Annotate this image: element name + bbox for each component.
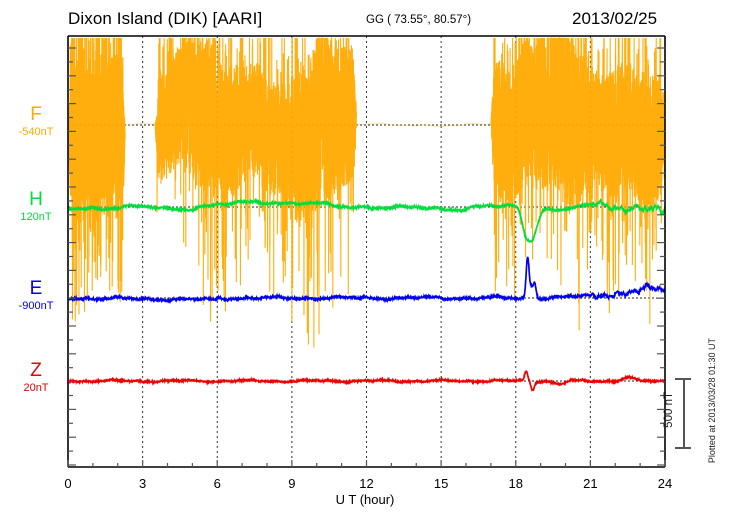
component-baseline-value: 20nT: [23, 382, 49, 394]
x-axis-ticks: [67, 460, 666, 467]
y-axis-ticks: [68, 47, 665, 466]
x-tick-label: 3: [139, 476, 147, 491]
component-baseline-value: -900nT: [18, 300, 54, 312]
scale-bar: [683, 378, 685, 448]
trace-F: [68, 37, 665, 348]
component-label-F: F -540nT: [6, 105, 66, 139]
x-tick-label: 21: [583, 476, 598, 491]
trace-Z: [68, 370, 665, 392]
x-tick-label: 24: [657, 476, 673, 491]
x-tick-label: 0: [64, 476, 72, 491]
x-tick-label: 15: [433, 476, 449, 491]
trace-E: [68, 256, 665, 304]
component-symbol: H: [29, 189, 43, 210]
component-label-H: H 120nT: [6, 190, 66, 224]
plotted-timestamp: Plotted at 2013/03/28 01:30 UT: [707, 338, 717, 464]
x-tick-label: 18: [508, 476, 523, 491]
geographic-coordinates: GG ( 73.55°, 80.57°): [366, 14, 472, 26]
component-label-E: E -900nT: [6, 279, 66, 313]
scale-bar-label: 500 nT: [663, 392, 675, 428]
page-title: Dixon Island (DIK) [AARI]: [68, 9, 263, 28]
scale-bar-top-cap: [675, 378, 691, 380]
x-axis-title: U T (hour): [335, 492, 395, 507]
component-baseline-value: 120nT: [20, 211, 52, 223]
scale-bar-bottom-cap: [675, 447, 691, 449]
component-label-Z: Z 20nT: [6, 361, 66, 395]
trace-H: [68, 197, 665, 243]
component-symbol: Z: [30, 360, 42, 381]
component-baseline-value: -540nT: [18, 126, 54, 138]
x-tick-label: 9: [288, 476, 296, 491]
component-symbol: E: [29, 278, 43, 299]
component-symbol: F: [30, 104, 42, 125]
x-tick-label: 6: [213, 476, 221, 491]
x-tick-label: 12: [359, 476, 374, 491]
observation-date: 2013/02/25: [572, 9, 658, 28]
